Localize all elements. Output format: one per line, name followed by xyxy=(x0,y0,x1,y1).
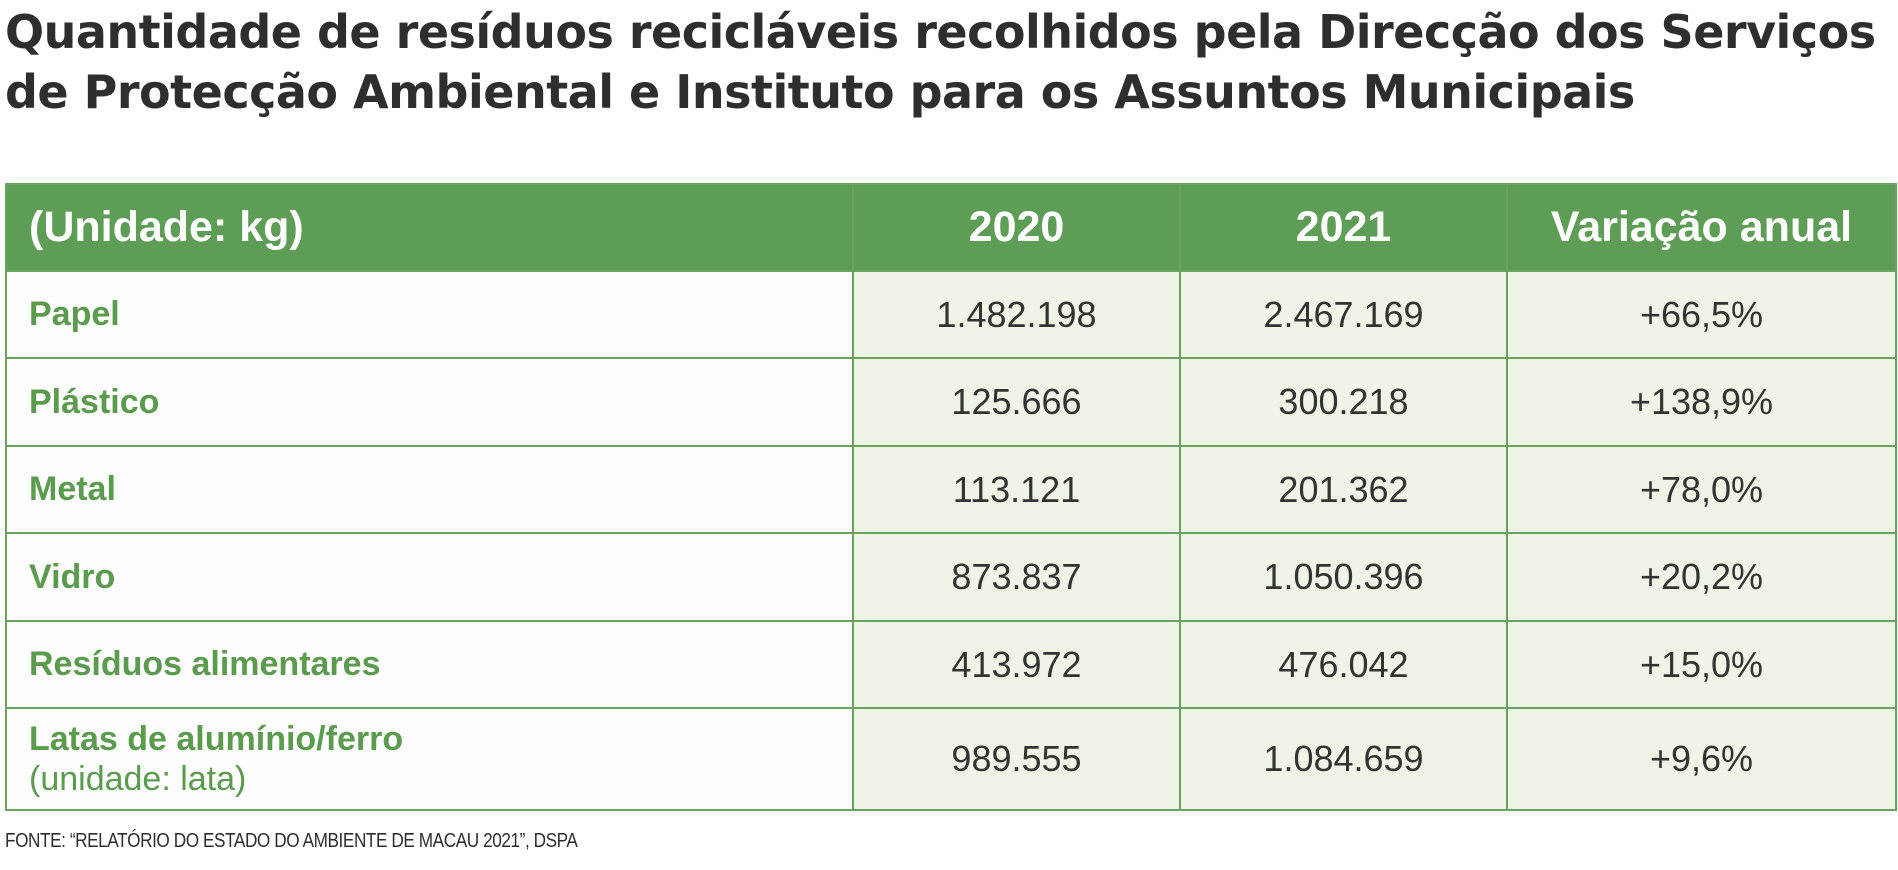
table-row: Metal 113.121 201.362 +78,0% xyxy=(5,444,1897,535)
header-annual-change: Variação anual xyxy=(1506,184,1897,271)
row-label: Latas de alumínio/ferro (unidade: lata) xyxy=(5,707,854,811)
source-note: FONTE: “RELATÓRIO DO ESTADO DO AMBIENTE … xyxy=(5,830,578,852)
annual-change: +15,0% xyxy=(1506,619,1897,710)
header-unit: (Unidade: kg) xyxy=(5,184,854,271)
value-2021: 476.042 xyxy=(1179,619,1508,710)
row-label: Vidro xyxy=(5,532,854,622)
table-body: Papel 1.482.198 2.467.169 +66,5% Plástic… xyxy=(5,269,1897,811)
annual-change: +138,9% xyxy=(1506,357,1897,447)
row-label: Resíduos alimentares xyxy=(5,619,854,710)
annual-change: +9,6% xyxy=(1506,707,1897,811)
table-row: Vidro 873.837 1.050.396 +20,2% xyxy=(5,532,1897,622)
value-2020: 989.555 xyxy=(852,707,1181,811)
header-2020: 2020 xyxy=(852,184,1181,271)
table-row: Plástico 125.666 300.218 +138,9% xyxy=(5,357,1897,447)
table-row: Resíduos alimentares 413.972 476.042 +15… xyxy=(5,619,1897,710)
value-2020: 413.972 xyxy=(852,619,1181,710)
table-row: Latas de alumínio/ferro (unidade: lata) … xyxy=(5,707,1897,811)
row-label-main: Latas de alumínio/ferro xyxy=(29,720,404,759)
value-2020: 873.837 xyxy=(852,532,1181,622)
row-label-unit: (unidade: lata) xyxy=(29,760,247,799)
value-2021: 300.218 xyxy=(1179,357,1508,447)
table-header: (Unidade: kg) 2020 2021 Variação anual xyxy=(5,184,1897,271)
annual-change: +20,2% xyxy=(1506,532,1897,622)
row-label: Plástico xyxy=(5,357,854,447)
value-2021: 201.362 xyxy=(1179,444,1508,535)
table-row: Papel 1.482.198 2.467.169 +66,5% xyxy=(5,269,1897,360)
value-2021: 1.084.659 xyxy=(1179,707,1508,811)
value-2020: 125.666 xyxy=(852,357,1181,447)
value-2021: 2.467.169 xyxy=(1179,269,1508,360)
row-label: Metal xyxy=(5,444,854,535)
annual-change: +78,0% xyxy=(1506,444,1897,535)
value-2020: 113.121 xyxy=(852,444,1181,535)
value-2021: 1.050.396 xyxy=(1179,532,1508,622)
annual-change: +66,5% xyxy=(1506,269,1897,360)
value-2020: 1.482.198 xyxy=(852,269,1181,360)
header-row: (Unidade: kg) 2020 2021 Variação anual xyxy=(5,184,1897,271)
title-line-1: Quantidade de resíduos recicláveis recol… xyxy=(5,5,1876,59)
page-title: Quantidade de resíduos recicláveis recol… xyxy=(5,2,1876,122)
title-line-2: de Protecção Ambiental e Instituto para … xyxy=(5,65,1635,119)
recyclables-table: (Unidade: kg) 2020 2021 Variação anual P… xyxy=(5,183,1897,811)
header-2021: 2021 xyxy=(1179,184,1508,271)
row-label: Papel xyxy=(5,269,854,360)
